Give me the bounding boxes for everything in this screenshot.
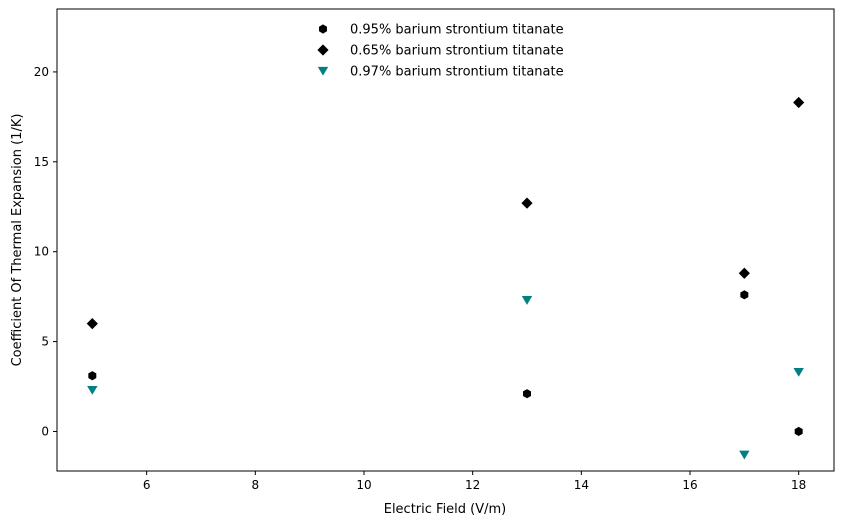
- x-tick-label: 6: [143, 478, 151, 492]
- x-tick-label: 8: [252, 478, 260, 492]
- y-tick-label: 20: [34, 65, 49, 79]
- y-tick-label: 15: [34, 155, 49, 169]
- legend-marker-series-2: [317, 44, 329, 56]
- data-point-series-3: [521, 296, 533, 305]
- legend-label-series-2: 0.65% barium strontium titanate: [350, 44, 564, 59]
- y-axis-label: Coefficient Of Thermal Expansion (1/K): [10, 114, 25, 367]
- y-axis-ticks: 0 5 10 15 20: [34, 65, 57, 438]
- data-point-series-3: [739, 450, 750, 460]
- legend-marker-series-1: [319, 24, 327, 34]
- x-tick-label: 10: [356, 478, 371, 492]
- x-tick-label: 18: [791, 478, 806, 492]
- y-tick-label: 0: [41, 424, 49, 438]
- x-axis-ticks: 6 8 10 12 14 16 18: [143, 471, 806, 492]
- y-tick-label: 10: [34, 245, 49, 259]
- data-point-series-3: [87, 385, 98, 395]
- legend-label-series-1: 0.95% barium strontium titanate: [350, 23, 564, 38]
- data-point-series-2: [738, 267, 750, 279]
- x-axis-label: Electric Field (V/m): [384, 502, 507, 517]
- legend: 0.95% barium strontium titanate 0.65% bar…: [317, 23, 564, 80]
- legend-marker-series-3: [317, 66, 329, 76]
- x-tick-label: 12: [465, 478, 480, 492]
- data-point-series-3: [793, 367, 804, 377]
- plot-area: [56, 8, 835, 472]
- data-point-series-2: [793, 96, 805, 109]
- legend-label-series-3: 0.97% barium strontium titanate: [350, 65, 564, 80]
- data-point-series-1: [523, 389, 531, 399]
- x-tick-label: 14: [574, 478, 589, 492]
- x-tick-label: 16: [682, 478, 697, 492]
- y-tick-label: 5: [41, 335, 49, 349]
- data-points: [86, 96, 805, 460]
- data-point-series-1: [88, 371, 97, 381]
- data-point-series-2: [521, 197, 533, 209]
- data-point-series-1: [794, 426, 803, 437]
- data-point-series-1: [740, 290, 749, 300]
- data-point-series-2: [86, 317, 98, 330]
